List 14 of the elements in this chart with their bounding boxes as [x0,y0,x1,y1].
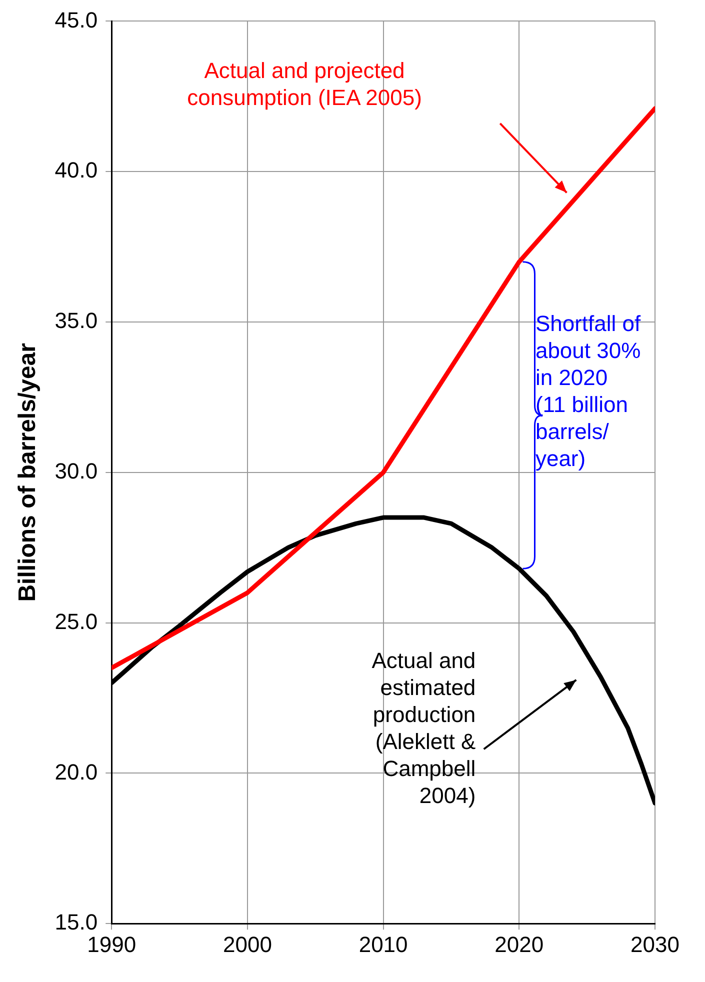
y-tick-label: 30.0 [54,458,98,484]
y-tick-label: 25.0 [54,608,98,634]
x-tick-label: 2000 [222,932,272,957]
annotation: Actual and estimated production (Aleklett & Campbell 2004) [372,646,476,809]
x-tick-label: 2020 [494,932,544,957]
y-tick-label: 45.0 [54,7,98,32]
y-tick-label: 20.0 [54,759,98,784]
x-tick-label: 2010 [358,932,408,957]
annotation: Actual and projected consumption (IEA 2005) [187,57,422,112]
y-tick-label: 35.0 [54,308,98,334]
y-axis-title: Billions of barrels/year [14,343,42,602]
x-tick-label: 2030 [630,932,680,957]
y-tick-label: 40.0 [54,158,98,183]
annotation: Shortfall of about 30% in 2020 (11 billion barrels/ year) [535,310,641,472]
